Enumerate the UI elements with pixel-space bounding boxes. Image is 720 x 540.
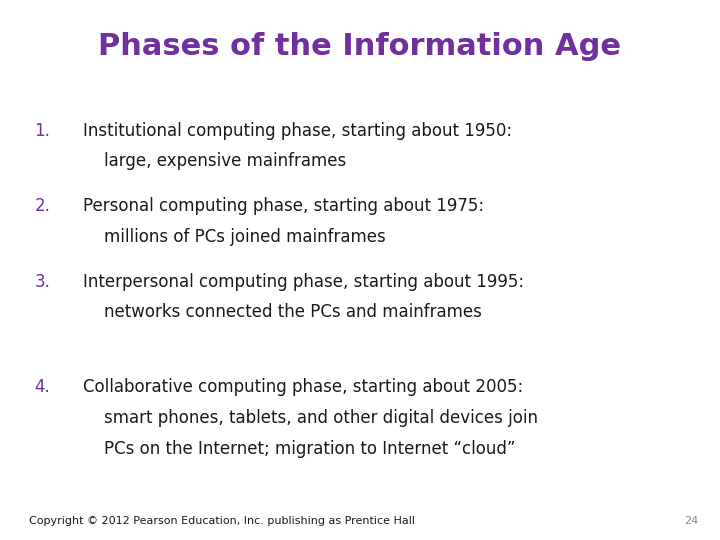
Text: smart phones, tablets, and other digital devices join: smart phones, tablets, and other digital… <box>104 409 539 427</box>
Text: Collaborative computing phase, starting about 2005:: Collaborative computing phase, starting … <box>83 378 523 396</box>
Text: Copyright © 2012 Pearson Education, Inc. publishing as Prentice Hall: Copyright © 2012 Pearson Education, Inc.… <box>29 516 415 526</box>
Text: Interpersonal computing phase, starting about 1995:: Interpersonal computing phase, starting … <box>83 273 524 291</box>
Text: networks connected the PCs and mainframes: networks connected the PCs and mainframe… <box>104 303 482 321</box>
Text: millions of PCs joined mainframes: millions of PCs joined mainframes <box>104 228 386 246</box>
Text: 24: 24 <box>684 516 698 526</box>
Text: Institutional computing phase, starting about 1950:: Institutional computing phase, starting … <box>83 122 512 139</box>
Text: Phases of the Information Age: Phases of the Information Age <box>99 32 621 62</box>
Text: large, expensive mainframes: large, expensive mainframes <box>104 152 346 170</box>
Text: PCs on the Internet; migration to Internet “cloud”: PCs on the Internet; migration to Intern… <box>104 440 516 457</box>
Text: Personal computing phase, starting about 1975:: Personal computing phase, starting about… <box>83 197 484 215</box>
Text: 4.: 4. <box>35 378 50 396</box>
Text: 3.: 3. <box>35 273 50 291</box>
Text: 2.: 2. <box>35 197 50 215</box>
Text: 1.: 1. <box>35 122 50 139</box>
